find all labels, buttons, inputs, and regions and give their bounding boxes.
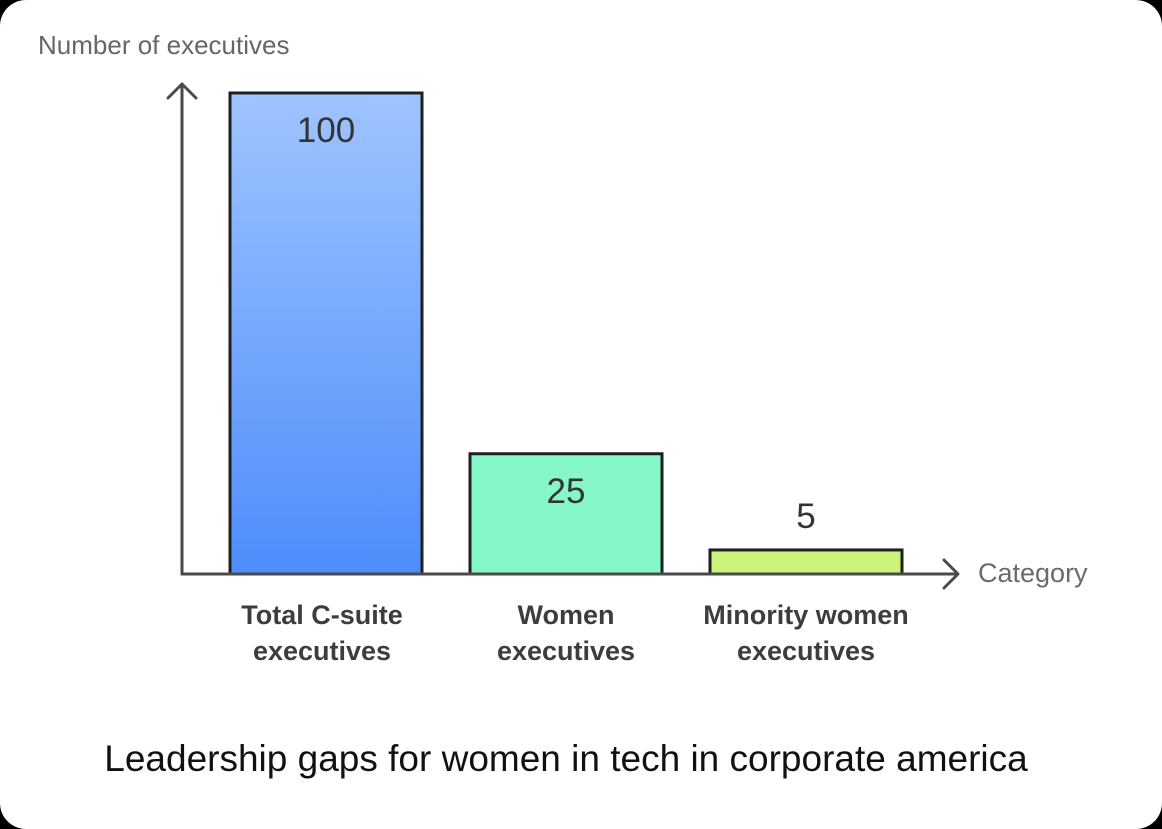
category-label-2-line-0: Minority women xyxy=(703,600,909,630)
value-label-1: 25 xyxy=(547,472,586,511)
axes-layer xyxy=(166,82,960,590)
y-axis-arrow xyxy=(166,82,198,576)
bar-2 xyxy=(708,548,904,576)
bar-0 xyxy=(228,91,424,576)
category-label-2-line-1: executives xyxy=(737,636,875,666)
labels-layer: 100 Total C-suite executives 25 Women executi… xyxy=(241,111,909,666)
category-label-0-line-1: executives xyxy=(253,636,391,666)
y-axis-label: Number of executives xyxy=(38,30,289,60)
value-label-0: 100 xyxy=(297,111,355,150)
category-label-1-line-1: executives xyxy=(497,636,635,666)
bar-1 xyxy=(468,452,664,576)
bars-layer xyxy=(228,91,904,576)
chart-title: Leadership gaps for women in tech in cor… xyxy=(104,738,1028,779)
category-label-1-line-0: Women xyxy=(517,600,614,630)
value-label-2: 5 xyxy=(796,497,815,536)
x-axis-label: Category xyxy=(978,558,1088,588)
x-axis-arrow xyxy=(180,558,960,590)
category-label-0-line-0: Total C-suite xyxy=(241,600,403,630)
